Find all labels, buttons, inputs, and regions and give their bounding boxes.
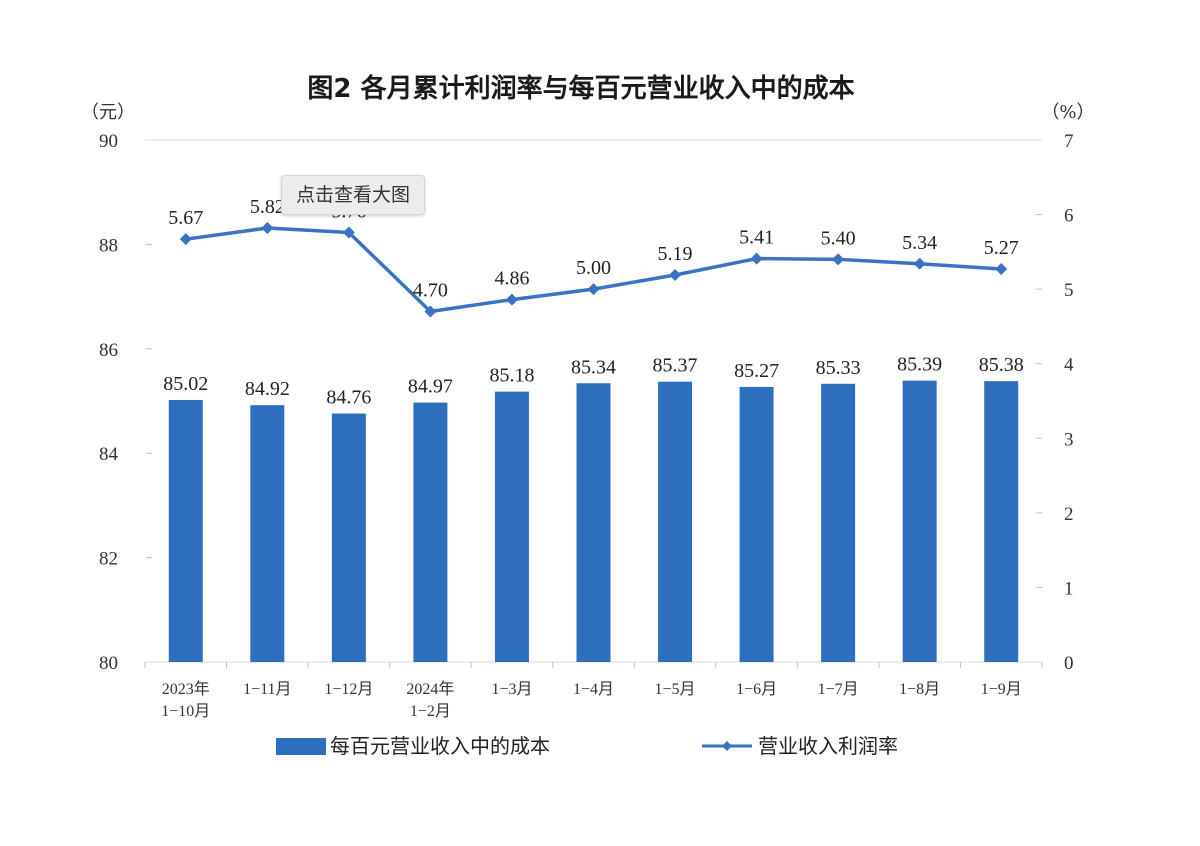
right-tick-label: 7	[1064, 131, 1074, 152]
line-data-label: 5.34	[902, 232, 937, 254]
bar	[658, 381, 693, 662]
line-series	[179, 221, 1008, 318]
x-tick-label-line: 1−4月	[573, 681, 614, 698]
line-point	[832, 253, 845, 266]
x-tick-label: 1−8月	[899, 681, 940, 698]
x-tick-label: 1−6月	[736, 681, 777, 698]
x-tick-label-line: 1−8月	[899, 681, 940, 698]
bar-data-label: 84.97	[408, 376, 453, 398]
line-point	[505, 293, 518, 306]
chart-title: 图2 各月累计利润率与每百元营业收入中的成本	[307, 73, 854, 104]
left-axis-ticks: 80 82 84 86 88 90	[99, 131, 152, 674]
line-point	[913, 257, 926, 270]
bar-data-label: 85.02	[163, 373, 208, 395]
bar	[413, 402, 448, 662]
bar	[821, 383, 856, 662]
line-data-label: 5.00	[576, 257, 611, 279]
x-tick-label-line: 1−3月	[491, 681, 532, 698]
left-tick-label: 90	[99, 131, 118, 152]
legend-swatch-bar	[276, 738, 326, 755]
bar	[739, 386, 774, 662]
x-tick-label: 1−3月	[491, 681, 532, 698]
x-tick-label: 1−4月	[573, 681, 614, 698]
x-tick-label: 1−12月	[324, 681, 373, 698]
line-data-label: 4.86	[494, 268, 529, 290]
right-tick-label: 5	[1064, 280, 1074, 301]
x-tick-label-line: 1−9月	[981, 681, 1022, 698]
line-data-label: 5.41	[739, 227, 774, 249]
right-tick-label: 2	[1064, 504, 1074, 525]
left-tick-label: 86	[99, 340, 118, 361]
line-data-label: 5.27	[984, 237, 1019, 259]
bar-data-label: 84.76	[326, 387, 371, 409]
x-tick-label-line: 1−6月	[736, 681, 777, 698]
right-tick-label: 3	[1064, 429, 1074, 450]
bar-series	[168, 380, 1019, 662]
left-axis-unit: （元）	[81, 102, 135, 123]
x-tick-label: 2023年 1−10月	[161, 680, 210, 720]
x-tick-label-line: 1−7月	[818, 681, 859, 698]
right-tick-label: 1	[1064, 578, 1074, 599]
x-tick-label: 1−9月	[981, 681, 1022, 698]
bar	[902, 380, 937, 662]
line-data-label: 4.70	[413, 280, 448, 302]
bar-data-label: 84.92	[245, 378, 290, 400]
legend-label-bar: 每百元营业收入中的成本	[330, 734, 550, 758]
bar-data-label: 85.39	[897, 354, 942, 376]
bar-data-labels: 85.02 84.92 84.76 84.97 85.18 85.34 85.37 85.27…	[163, 354, 1023, 409]
line-point	[750, 252, 763, 265]
line-point	[179, 233, 192, 246]
x-tick-label: 1−5月	[655, 681, 696, 698]
bar-data-label: 85.27	[734, 360, 779, 382]
x-tick-label-line: 2023年	[162, 680, 210, 698]
left-tick-label: 82	[99, 549, 118, 570]
x-tick-label: 1−11月	[243, 681, 291, 698]
right-tick-label: 4	[1064, 355, 1074, 376]
line-data-label: 5.82	[250, 196, 285, 218]
line-point	[342, 226, 355, 239]
legend-swatch-marker	[722, 741, 732, 751]
bar	[250, 405, 285, 662]
legend: 每百元营业收入中的成本 营业收入利润率	[276, 734, 898, 758]
bar	[984, 381, 1019, 662]
x-tick-label: 2024年 1−2月	[406, 680, 454, 720]
line-data-labels: 5.675.825.764.704.865.005.195.415.405.34…	[168, 196, 1018, 302]
x-tick-label-line: 1−2月	[410, 703, 451, 720]
x-axis-ticks: 2023年 1−10月 1−11月 1−12月 2024年 1−2月 1−3月 1−4月 1−5…	[161, 680, 1021, 720]
bar-data-label: 85.37	[653, 355, 698, 377]
x-tick-label: 1−7月	[818, 681, 859, 698]
line-data-label: 5.40	[821, 227, 856, 249]
legend-label-line: 营业收入利润率	[758, 734, 898, 758]
line-point	[669, 268, 682, 281]
bar-data-label: 85.33	[816, 357, 861, 379]
bar-data-label: 85.18	[489, 365, 534, 387]
left-tick-label: 88	[99, 235, 118, 256]
bar	[331, 413, 366, 662]
right-axis-ticks: 0 1 2 3 4 5 6 7	[1036, 131, 1074, 674]
bar	[494, 391, 529, 662]
bar-data-label: 85.34	[571, 356, 616, 378]
left-tick-label: 84	[99, 444, 119, 465]
line-point	[261, 221, 274, 234]
x-tick-label-line: 2024年	[406, 680, 454, 698]
line-data-label: 5.19	[658, 243, 693, 265]
line-point	[995, 263, 1008, 276]
line-data-label: 5.67	[168, 207, 203, 229]
bar	[576, 383, 611, 662]
x-tick-label-line: 1−12月	[324, 681, 373, 698]
right-tick-label: 0	[1064, 653, 1074, 674]
bar	[168, 399, 203, 662]
line-point	[587, 283, 600, 296]
right-axis-unit: （%）	[1041, 102, 1094, 123]
bar-data-label: 85.38	[979, 354, 1024, 376]
x-tick-label-line: 1−11月	[243, 681, 291, 698]
x-tick-label-line: 1−10月	[161, 703, 210, 720]
line-point	[424, 305, 437, 318]
view-large-image-tooltip[interactable]: 点击查看大图	[281, 175, 426, 215]
x-tick-label-line: 1−5月	[655, 681, 696, 698]
right-tick-label: 6	[1064, 206, 1074, 227]
left-tick-label: 80	[99, 653, 118, 674]
